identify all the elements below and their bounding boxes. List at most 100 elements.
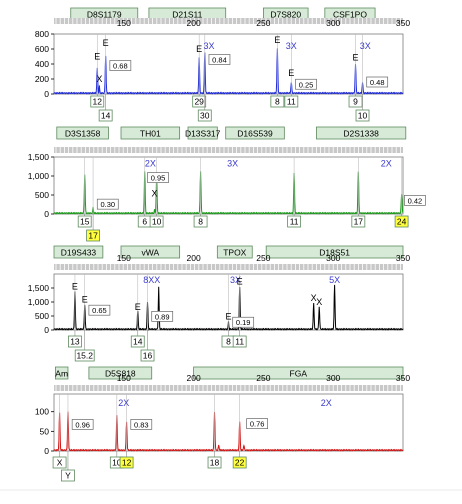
ratio-value: 0.83 bbox=[134, 420, 149, 429]
locus-label: D21S11 bbox=[172, 10, 202, 20]
plot-frame bbox=[53, 393, 404, 452]
locus-box bbox=[193, 366, 404, 380]
peak-flag: 2X bbox=[381, 159, 392, 169]
allele-box bbox=[149, 215, 164, 228]
allele-label: 11 bbox=[290, 217, 299, 227]
allele-box bbox=[77, 215, 92, 228]
ratio-box bbox=[232, 316, 255, 328]
allele-label: 10 bbox=[358, 111, 368, 121]
peak-flag: E bbox=[225, 311, 231, 321]
allele-box bbox=[284, 95, 299, 108]
signal-trace bbox=[53, 411, 404, 452]
locus-box bbox=[56, 126, 109, 140]
ratio-box bbox=[404, 195, 426, 206]
locus-label: D2S1338 bbox=[343, 129, 379, 139]
panel-3: D19S433 vWA TPOX D18S51 150 200 250 300 350 1,500… bbox=[28, 245, 410, 362]
allele-label: 10 bbox=[112, 458, 122, 468]
x-tick-label: 350 bbox=[396, 253, 410, 263]
locus-label: D16S539 bbox=[237, 129, 273, 139]
x-tick-label: 150 bbox=[117, 18, 131, 28]
allele-label: 12 bbox=[93, 97, 103, 107]
allele-box bbox=[140, 349, 155, 362]
ratio-box bbox=[71, 419, 94, 430]
peak-flag: 2X bbox=[118, 398, 129, 408]
ratio-value: 0.30 bbox=[100, 200, 115, 209]
allele-label: 24 bbox=[397, 217, 407, 227]
peak-flag: E bbox=[353, 52, 359, 62]
peak-flag: 3X bbox=[227, 159, 238, 169]
allele-box bbox=[351, 215, 366, 228]
ratio-value: 0.68 bbox=[113, 62, 128, 71]
panel-4: Am D5S818 FGA 150 200 250 300 350 100 50 0 2X 2X 0.96… bbox=[35, 366, 410, 482]
allele-box bbox=[90, 95, 105, 108]
ratio-box bbox=[295, 78, 317, 90]
peak-flag: 8XX bbox=[143, 275, 160, 285]
allele-label: 29 bbox=[194, 97, 204, 107]
signal-trace bbox=[53, 171, 404, 216]
locus-box bbox=[316, 126, 407, 140]
peak-flag: E bbox=[288, 68, 294, 78]
allele-box bbox=[348, 95, 363, 108]
allele-label: 17 bbox=[354, 217, 364, 227]
panel-2: D3S1358 TH01 D13S317 D16S539 D2S1338 1,500 1,0… bbox=[28, 126, 426, 242]
locus-box bbox=[187, 126, 218, 140]
allele-box bbox=[68, 335, 82, 348]
y-tick-label: 500 bbox=[35, 311, 49, 321]
allele-box bbox=[287, 215, 302, 228]
allele-label: 10 bbox=[152, 217, 162, 227]
peak-flag: 3X bbox=[203, 41, 214, 51]
allele-box bbox=[98, 109, 113, 122]
locus-label: D13S317 bbox=[185, 129, 221, 139]
ratio-value: 0.76 bbox=[250, 420, 265, 429]
allele-label: 15.2 bbox=[76, 351, 93, 361]
allele-box bbox=[232, 456, 247, 469]
y-tick-label: 1,500 bbox=[28, 283, 50, 293]
allele-label: 9 bbox=[353, 97, 358, 107]
allele-label: X bbox=[57, 458, 63, 468]
allele-label: 8 bbox=[198, 217, 203, 227]
y-tick-label: 1,000 bbox=[28, 171, 50, 181]
x-tick-label: 150 bbox=[117, 373, 131, 383]
y-tick-label: 0 bbox=[44, 209, 49, 219]
ratio-box bbox=[130, 419, 153, 430]
allele-box bbox=[232, 335, 247, 348]
x-tick-label: 250 bbox=[256, 18, 270, 28]
allele-box bbox=[130, 335, 145, 348]
x-tick-label: 150 bbox=[117, 253, 131, 263]
ratio-value: 0.96 bbox=[75, 420, 90, 429]
ratio-value: 0.42 bbox=[408, 196, 423, 205]
ratio-value: 0.65 bbox=[92, 306, 107, 315]
allele-label: Y bbox=[65, 471, 71, 481]
x-tick-label: 300 bbox=[326, 18, 340, 28]
peak-flag: 2X bbox=[321, 398, 332, 408]
ratio-box bbox=[366, 76, 389, 88]
allele-label: 6 bbox=[142, 217, 147, 227]
peak-flag: E bbox=[196, 44, 202, 54]
ratio-box bbox=[88, 304, 111, 316]
y-tick-label: 400 bbox=[35, 59, 49, 69]
allele-label: 14 bbox=[133, 337, 143, 347]
peak-flag: 3X bbox=[286, 41, 297, 51]
locus-label: D3S1358 bbox=[65, 129, 101, 139]
allele-box bbox=[86, 229, 100, 242]
locus-box bbox=[265, 245, 404, 259]
locus-box bbox=[53, 245, 104, 259]
y-tick-label: 50 bbox=[40, 426, 50, 436]
allele-box bbox=[74, 349, 95, 362]
allele-label: 14 bbox=[101, 111, 111, 121]
peak-flag: 5X bbox=[329, 275, 340, 285]
allele-box bbox=[193, 215, 208, 228]
peak-flag: E bbox=[94, 52, 100, 62]
y-tick-label: 0 bbox=[44, 89, 49, 99]
peak-flag: E bbox=[274, 35, 280, 45]
locus-box bbox=[225, 126, 285, 140]
allele-label: 18 bbox=[210, 458, 220, 468]
x-tick-label: 350 bbox=[396, 18, 410, 28]
peak-flag: X bbox=[316, 297, 322, 307]
allele-label: 11 bbox=[287, 97, 296, 107]
locus-label: D5S818 bbox=[105, 369, 136, 379]
locus-label: D8S1179 bbox=[87, 10, 122, 20]
